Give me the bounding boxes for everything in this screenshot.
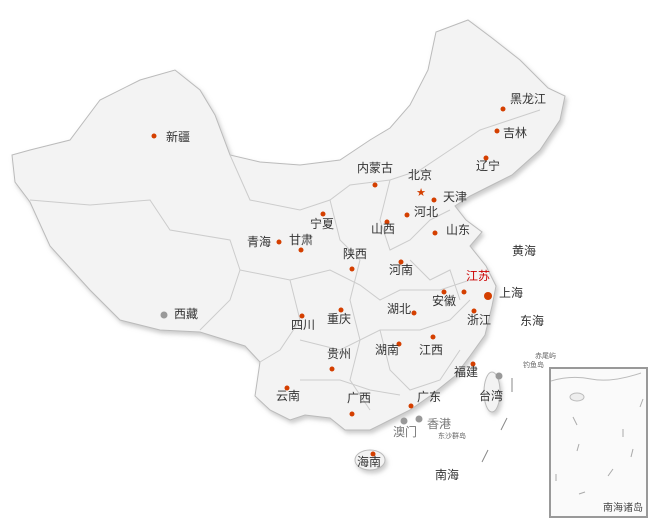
island-label-diaoyudao: 钓鱼岛 — [523, 361, 544, 369]
sea-label-donghai: 东海 — [520, 314, 545, 328]
province-label-beijing[interactable]: 北京 — [408, 168, 433, 182]
capital-marker[interactable] — [299, 313, 305, 319]
capital-marker[interactable] — [500, 106, 506, 112]
capital-marker[interactable] — [432, 230, 438, 236]
capital-marker[interactable] — [408, 403, 414, 409]
province-label-zhejiang[interactable]: 浙江 — [467, 313, 492, 327]
province-label-guangdong[interactable]: 广东 — [417, 390, 442, 404]
capital-marker[interactable] — [495, 372, 503, 380]
capital-marker[interactable] — [400, 417, 408, 425]
capital-marker[interactable] — [431, 197, 437, 203]
inset-label: 南海诸岛 — [603, 503, 643, 514]
province-label-hainan[interactable]: 海南 — [357, 455, 382, 469]
capital-marker[interactable] — [160, 311, 168, 319]
province-label-neimenggu[interactable]: 内蒙古 — [357, 161, 394, 175]
capital-marker[interactable] — [484, 292, 492, 300]
province-label-guangxi[interactable]: 广西 — [347, 391, 372, 405]
province-label-fujian[interactable]: 福建 — [454, 365, 479, 379]
province-label-chongqing[interactable]: 重庆 — [327, 312, 352, 326]
province-label-sichuan[interactable]: 四川 — [291, 318, 316, 332]
province-label-ningxia[interactable]: 宁夏 — [310, 217, 335, 231]
capital-marker[interactable] — [471, 308, 477, 314]
province-label-jiangxi[interactable]: 江西 — [419, 343, 444, 357]
province-label-shaanxi[interactable]: 陕西 — [343, 247, 368, 261]
capital-marker[interactable] — [494, 128, 500, 134]
province-label-hongkong[interactable]: 香港 — [427, 417, 452, 431]
taiwan-island — [483, 371, 501, 413]
capital-marker[interactable] — [461, 289, 467, 295]
capital-marker[interactable] — [372, 182, 378, 188]
china-outline — [11, 19, 566, 431]
south-china-sea-inset: 南海诸岛 — [549, 367, 648, 518]
capital-marker[interactable] — [349, 266, 355, 272]
capital-marker[interactable] — [430, 334, 436, 340]
capital-marker[interactable] — [415, 415, 423, 423]
province-label-henan[interactable]: 河南 — [389, 263, 414, 277]
province-label-macau[interactable]: 澳门 — [393, 425, 418, 439]
capital-marker[interactable] — [441, 289, 447, 295]
province-label-shandong[interactable]: 山东 — [446, 223, 471, 237]
island-label-chiweiyu: 赤尾屿 — [535, 352, 556, 360]
inset-shapes — [551, 372, 644, 495]
capital-marker[interactable] — [396, 341, 402, 347]
province-label-xinjiang[interactable]: 新疆 — [166, 130, 191, 144]
province-label-guizhou[interactable]: 贵州 — [327, 347, 352, 361]
province-label-taiwan[interactable]: 台湾 — [479, 389, 504, 403]
province-label-shanghai[interactable]: 上海 — [499, 286, 524, 300]
capital-marker[interactable] — [284, 385, 290, 391]
capital-marker[interactable] — [320, 211, 326, 217]
capital-marker[interactable] — [398, 259, 404, 265]
capital-marker[interactable] — [411, 310, 417, 316]
province-label-xizang[interactable]: 西藏 — [174, 307, 199, 321]
province-label-hubei[interactable]: 湖北 — [387, 302, 412, 316]
capital-marker[interactable] — [338, 307, 344, 313]
province-label-qinghai[interactable]: 青海 — [247, 235, 272, 249]
province-label-liaoning[interactable]: 辽宁 — [476, 159, 501, 173]
province-label-shanxi[interactable]: 山西 — [371, 222, 396, 236]
province-label-tianjin[interactable]: 天津 — [443, 190, 468, 204]
capital-marker[interactable] — [349, 411, 355, 417]
capital-marker[interactable] — [384, 219, 390, 225]
capital-star-icon[interactable]: ★ — [416, 185, 426, 199]
province-borders — [29, 109, 541, 411]
sea-label-huanghai: 黄海 — [512, 244, 537, 258]
province-label-gansu[interactable]: 甘肃 — [289, 233, 314, 247]
capital-marker[interactable] — [404, 212, 410, 218]
capital-marker[interactable] — [276, 239, 282, 245]
capital-marker[interactable] — [151, 133, 157, 139]
capital-marker[interactable] — [298, 247, 304, 253]
province-label-heilongjiang[interactable]: 黑龙江 — [510, 92, 547, 106]
capital-marker[interactable] — [329, 366, 335, 372]
province-label-anhui[interactable]: 安徽 — [432, 294, 457, 308]
sea-label-nanhai: 南海 — [435, 468, 460, 482]
province-label-hunan[interactable]: 湖南 — [375, 343, 400, 357]
province-label-hebei[interactable]: 河北 — [414, 205, 439, 219]
province-label-yunnan[interactable]: 云南 — [276, 389, 301, 403]
hainan-island — [354, 449, 386, 471]
capital-marker[interactable] — [483, 155, 489, 161]
province-label-jilin[interactable]: 吉林 — [503, 126, 528, 140]
capital-marker[interactable] — [370, 451, 376, 457]
province-label-jiangsu[interactable]: 江苏 — [466, 269, 491, 283]
island-label-dongsha: 东沙群岛 — [438, 432, 466, 440]
nine-dash-fragments — [481, 378, 513, 463]
capital-marker[interactable] — [470, 361, 476, 367]
